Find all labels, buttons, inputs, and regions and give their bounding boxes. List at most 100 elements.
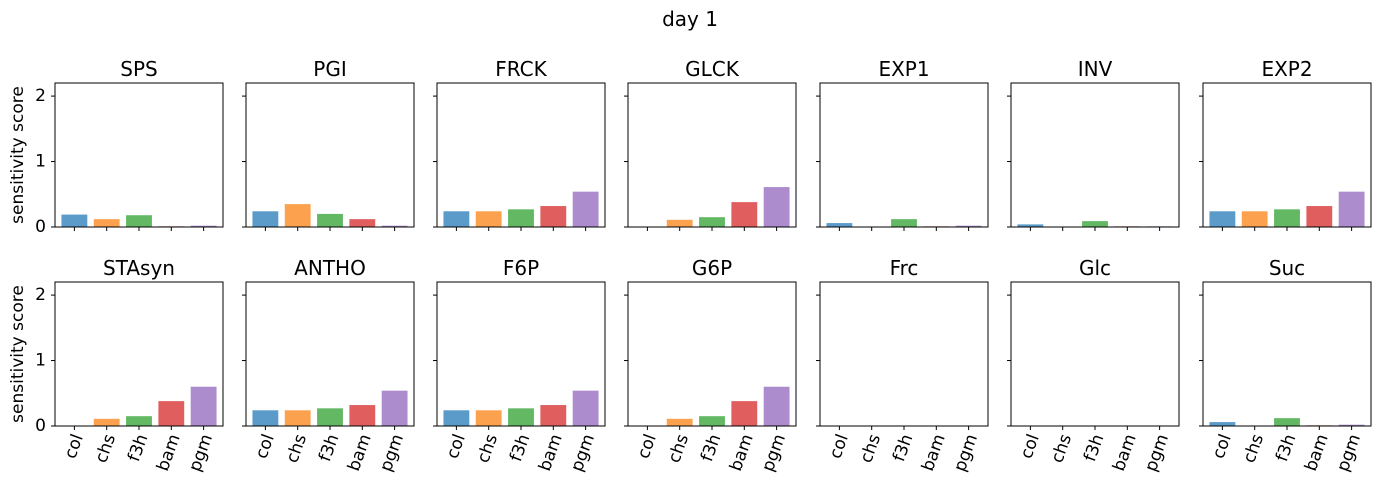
bar-pgm xyxy=(763,187,790,227)
figure-title: day 1 xyxy=(662,7,718,31)
axes-frame xyxy=(1202,82,1372,228)
axes-frame xyxy=(436,281,606,427)
x-tick-label: f3h xyxy=(506,432,534,465)
bar-col xyxy=(1209,422,1236,426)
subplot-title: ANTHO xyxy=(294,256,366,280)
axes-frame xyxy=(627,281,797,427)
subplot-stasyn: STAsyn col chs f3h bam pgm 0 1 2 sensitivity scor… xyxy=(8,256,224,474)
subplot-suc: Suc col chs f3h bam pgm xyxy=(1199,256,1372,474)
x-tick-label: pgm xyxy=(1141,432,1173,475)
subplot-exp2: EXP2 xyxy=(1199,57,1372,231)
x-tick-label: col xyxy=(826,432,853,462)
axes-frame xyxy=(819,82,989,228)
bar-col xyxy=(443,211,470,227)
subplot-title: INV xyxy=(1078,57,1113,81)
subplot-title: STAsyn xyxy=(103,256,175,280)
axes-frame xyxy=(436,82,606,228)
bar-pgm xyxy=(1338,424,1365,426)
bar-chs xyxy=(284,410,311,426)
bar-chs xyxy=(666,418,693,426)
x-tick-label: chs xyxy=(856,431,885,465)
y-tick-label: 2 xyxy=(35,86,46,106)
x-tick-label: col xyxy=(1017,432,1044,462)
x-tick-label: f3h xyxy=(697,432,725,465)
bar-pgm xyxy=(381,390,408,426)
subplot-title: FRCK xyxy=(495,57,547,81)
bar-pgm xyxy=(1338,191,1365,227)
bar-chs xyxy=(666,219,693,227)
bar-pgm xyxy=(572,191,599,227)
bar-col xyxy=(252,410,279,426)
x-tick-label: f3h xyxy=(124,432,152,465)
y-tick-label: 1 xyxy=(35,152,46,172)
bar-chs xyxy=(93,418,120,426)
bar-f3h xyxy=(1274,418,1300,426)
subplot-grid: SPS 0 1 2 sensitivity score PGI FRCK GLCK EXP1 IN… xyxy=(8,57,1372,475)
subplot-f6p: F6P col chs f3h bam pgm xyxy=(433,256,606,475)
subplot-title: PGI xyxy=(313,57,346,81)
bar-col xyxy=(61,214,88,227)
subplot-title: Suc xyxy=(1269,256,1305,280)
y-tick-label: 0 xyxy=(35,416,46,436)
subplot-frc: Frc col chs f3h bam pgm xyxy=(816,256,989,475)
y-tick-label: 1 xyxy=(35,351,46,371)
x-tick-label: chs xyxy=(1239,431,1268,465)
bar-f3h xyxy=(126,416,152,426)
subplot-g6p: G6P col chs f3h bam pgm xyxy=(624,256,797,474)
x-tick-label: chs xyxy=(664,431,693,465)
bar-bam xyxy=(731,202,758,227)
bar-chs xyxy=(475,410,502,426)
axes-frame xyxy=(1010,82,1180,228)
subplot-title: SPS xyxy=(120,57,157,81)
subplot-pgi: PGI xyxy=(242,57,415,231)
bar-f3h xyxy=(126,215,152,227)
subplot-title: EXP1 xyxy=(878,57,929,81)
subplot-exp1: EXP1 xyxy=(816,57,989,231)
subplot-title: Frc xyxy=(890,256,919,280)
bar-col xyxy=(826,223,853,227)
bar-pgm xyxy=(572,390,599,426)
bar-col xyxy=(443,410,470,426)
x-tick-label: chs xyxy=(1047,431,1076,465)
x-tick-label: bam xyxy=(344,432,376,474)
x-tick-label: f3h xyxy=(315,432,343,465)
subplot-title: EXP2 xyxy=(1261,57,1312,81)
x-tick-label: chs xyxy=(473,431,502,465)
x-tick-label: col xyxy=(1209,432,1236,462)
x-tick-label: col xyxy=(61,432,88,462)
bar-pgm xyxy=(381,225,408,227)
bar-f3h xyxy=(1082,221,1108,227)
bar-f3h xyxy=(699,217,725,227)
y-tick-label: 2 xyxy=(35,285,46,305)
x-tick-label: bam xyxy=(153,432,185,474)
subplot-sps: SPS 0 1 2 sensitivity score xyxy=(8,57,224,237)
bar-chs xyxy=(284,204,311,227)
subplot-antho: ANTHO col chs f3h bam pgm xyxy=(242,256,415,474)
bar-bam xyxy=(540,405,567,426)
x-tick-label: bam xyxy=(1301,432,1333,474)
bar-bam xyxy=(158,401,185,426)
bar-bam xyxy=(349,405,376,426)
subplot-glck: GLCK xyxy=(624,57,797,231)
bar-pgm xyxy=(190,386,217,426)
y-axis-label: sensitivity score xyxy=(8,86,28,224)
x-tick-label: bam xyxy=(1109,432,1141,474)
axes-frame xyxy=(245,82,415,228)
y-tick-label: 0 xyxy=(35,217,46,237)
bar-f3h xyxy=(508,408,534,426)
x-tick-label: chs xyxy=(91,431,120,465)
x-tick-label: pgm xyxy=(567,432,599,475)
x-tick-label: chs xyxy=(282,431,311,465)
x-tick-label: pgm xyxy=(950,432,982,475)
axes-frame xyxy=(1202,281,1372,427)
axes-frame xyxy=(54,281,224,427)
x-tick-label: f3h xyxy=(1272,432,1300,465)
bar-col xyxy=(252,211,279,227)
bar-f3h xyxy=(699,416,725,426)
subplot-title: F6P xyxy=(503,256,539,280)
x-tick-label: col xyxy=(634,432,661,462)
bar-f3h xyxy=(317,408,343,426)
bar-col xyxy=(1017,224,1044,227)
axes-frame xyxy=(627,82,797,228)
